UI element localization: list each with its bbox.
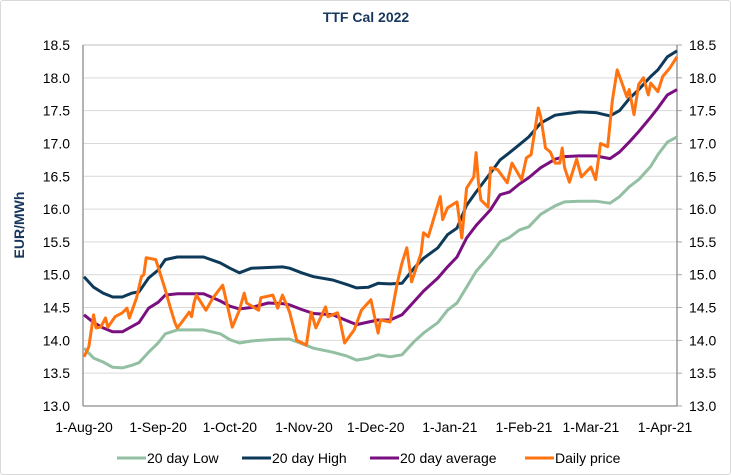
secondary-y-tick-label: 17.5 — [689, 103, 716, 119]
secondary-y-tick-label: 16.5 — [689, 168, 716, 184]
y-tick-label: 15.0 — [43, 267, 70, 283]
legend-label: 20 day average — [400, 450, 497, 466]
y-axis-label: EUR/MWh — [11, 192, 27, 259]
series-line-20-day-average — [83, 88, 678, 334]
legend-label: 20 day Low — [147, 450, 219, 466]
y-tick-label: 13.5 — [43, 365, 70, 381]
legend-label: 20 day High — [272, 450, 347, 466]
secondary-y-tick-label: 18.5 — [689, 37, 716, 53]
x-tick-label: 1-Dec-20 — [347, 419, 405, 435]
secondary-y-tick-label: 18.0 — [689, 70, 716, 86]
secondary-y-tick-label: 13.0 — [689, 398, 716, 414]
y-tick-label: 18.0 — [43, 70, 70, 86]
x-tick-label: 1-Mar-21 — [563, 419, 620, 435]
y-tick-label: 18.5 — [43, 37, 70, 53]
secondary-y-tick-label: 13.5 — [689, 365, 716, 381]
y-tick-label: 17.0 — [43, 135, 70, 151]
secondary-y-tick-label: 14.5 — [689, 300, 716, 316]
x-tick-label: 1-Nov-20 — [275, 419, 333, 435]
y-tick-label: 13.0 — [43, 398, 70, 414]
series-lines — [82, 49, 679, 370]
y-tick-label: 17.5 — [43, 103, 70, 119]
secondary-y-tick-label: 15.5 — [689, 234, 716, 250]
x-tick-label: 1-Jan-21 — [422, 419, 477, 435]
series-line-daily-price — [82, 55, 679, 358]
legend: 20 day Low 20 day High 20 day average Daily… — [117, 450, 621, 466]
x-tick-label: 1-Aug-20 — [55, 419, 113, 435]
x-tick-label: 1-Sep-20 — [129, 419, 187, 435]
series-line-20-day-high — [82, 49, 678, 299]
y-tick-label: 16.5 — [43, 168, 70, 184]
tick-labels: 13.0 13.0 13.5 13.5 14.0 14.0 14.5 14.5 15.0 15.0… — [43, 37, 717, 435]
x-tick-label: 1-Apr-21 — [638, 419, 693, 435]
y-tick-label: 14.0 — [43, 332, 70, 348]
axes — [82, 44, 682, 407]
chart-title: TTF Cal 2022 — [323, 9, 410, 25]
secondary-y-tick-label: 17.0 — [689, 135, 716, 151]
series-line-20-day-low — [82, 135, 678, 370]
y-tick-label: 14.5 — [43, 300, 70, 316]
y-tick-label: 16.0 — [43, 201, 70, 217]
x-tick-label: 1-Feb-21 — [496, 419, 553, 435]
secondary-y-tick-label: 15.0 — [689, 267, 716, 283]
legend-label: Daily price — [555, 450, 621, 466]
y-tick-label: 15.5 — [43, 234, 70, 250]
x-tick-label: 1-Oct-20 — [203, 419, 258, 435]
secondary-y-tick-label: 14.0 — [689, 332, 716, 348]
secondary-y-tick-label: 16.0 — [689, 201, 716, 217]
